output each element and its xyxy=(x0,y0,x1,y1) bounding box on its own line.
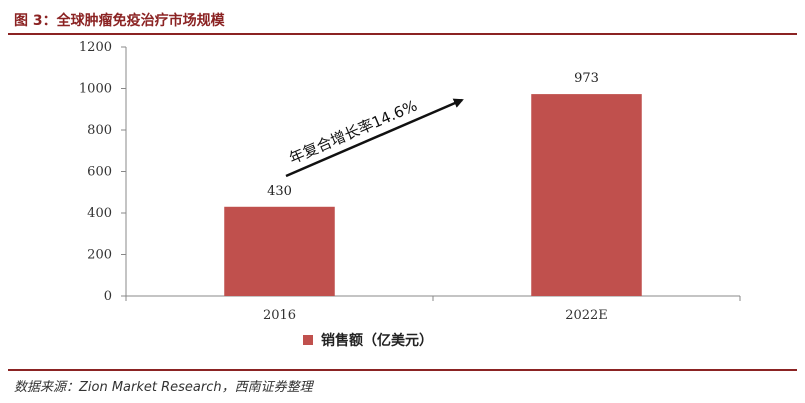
growth-annotation-text: 年复合增长率14.6% xyxy=(286,96,419,167)
page-title: 图 3：全球肿瘤免疫治疗市场规模 xyxy=(14,13,225,29)
legend: 销售额（亿美元） xyxy=(303,332,433,349)
x-tick-label-2022E: 2022E xyxy=(565,308,608,323)
legend-swatch xyxy=(303,335,313,345)
y-tick-label: 1000 xyxy=(79,82,112,97)
bars xyxy=(224,94,642,296)
legend-label: 销售额（亿美元） xyxy=(321,332,433,349)
y-tick-label: 1200 xyxy=(79,40,112,55)
axes: 0 200 400 600 800 1000 1200 2016 2022E xyxy=(79,40,741,323)
y-tick-label: 600 xyxy=(87,165,112,180)
y-tick-label: 0 xyxy=(104,289,112,304)
bar-2022E xyxy=(531,94,642,296)
growth-annotation: 年复合增长率14.6% xyxy=(285,96,464,178)
y-tick-label: 400 xyxy=(87,206,112,221)
data-label-2016: 430 xyxy=(267,184,292,199)
source-note: 数据来源：Zion Market Research，西南证券整理 xyxy=(14,380,313,395)
data-label-2022E: 973 xyxy=(574,71,599,86)
y-tick-label: 200 xyxy=(87,248,112,263)
growth-arrow xyxy=(285,98,464,178)
data-labels: 430 973 xyxy=(267,71,599,199)
x-tick-label-2016: 2016 xyxy=(263,308,296,323)
bar-2016 xyxy=(224,206,335,296)
footer-divider xyxy=(8,369,797,371)
y-tick-label: 800 xyxy=(87,123,112,138)
title-divider xyxy=(8,33,797,35)
